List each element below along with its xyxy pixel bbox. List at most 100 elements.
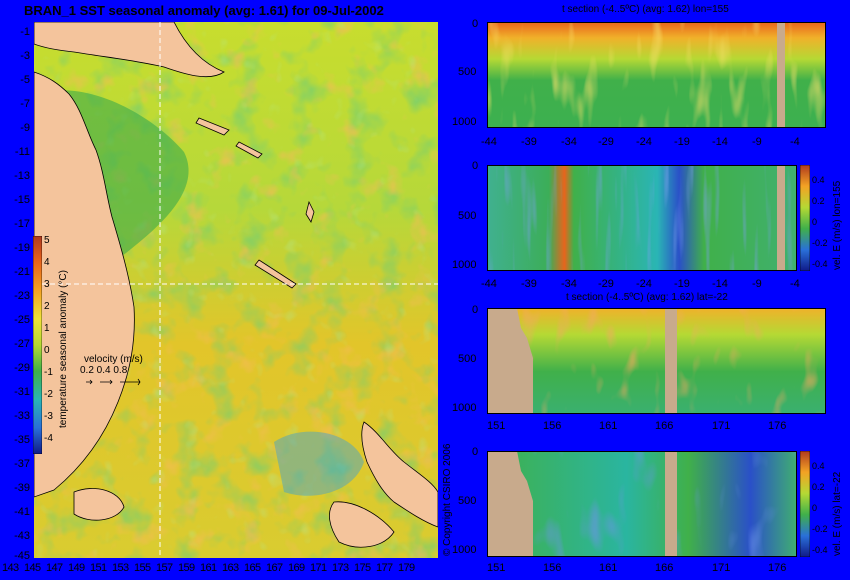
x-tick: -19 — [674, 136, 690, 148]
vel-tick: 0.4 — [812, 175, 825, 185]
x-axis: 151 156 161 166 171 176 — [487, 420, 826, 434]
colorbar-label: temperature seasonal anomaly (°C) — [58, 270, 69, 428]
lat-tick: -35 — [14, 434, 30, 446]
x-tick: 161 — [599, 562, 618, 574]
colorbar-tick: -2 — [44, 389, 53, 400]
lon-tick: 163 — [222, 562, 239, 574]
colorbar-tick: 3 — [44, 279, 50, 290]
velocity-colorbar-ticks: 0.4 0.2 0 -0.2 -0.4 — [812, 170, 828, 275]
velocity-colorbar — [800, 451, 810, 557]
lon-tick: 153 — [112, 562, 129, 574]
lat-tick: -9 — [20, 122, 30, 134]
x-tick: 176 — [768, 562, 787, 574]
lat-tick: -43 — [14, 530, 30, 542]
x-tick: 171 — [712, 420, 731, 432]
lat-tick: -27 — [14, 338, 30, 350]
lon-tick: 165 — [244, 562, 261, 574]
temperature-colorbar — [33, 236, 42, 454]
lon-tick: 167 — [266, 562, 283, 574]
x-tick: -24 — [636, 136, 652, 148]
x-tick: -39 — [521, 278, 537, 290]
lon-tick: 149 — [68, 562, 85, 574]
vel-tick: 0 — [812, 217, 818, 227]
lon-tick: 175 — [354, 562, 371, 574]
x-tick: -29 — [598, 136, 614, 148]
section-plot-u-lon[interactable] — [487, 165, 797, 271]
colorbar-tick: 4 — [44, 257, 50, 268]
lon-tick: 171 — [310, 562, 327, 574]
y-tick: 1000 — [452, 402, 477, 414]
lon-tick: 179 — [398, 562, 415, 574]
x-axis: -44 -39 -34 -29 -24 -19 -14 -9 -4 — [481, 136, 826, 150]
x-tick: -29 — [598, 278, 614, 290]
colorbar-tick: 5 — [44, 235, 50, 246]
x-tick: -9 — [752, 136, 762, 148]
velocity-side-label: vel. E (m/s) lon=155 — [832, 180, 843, 270]
panel-title: t section (-4..5ºC) (avg: 1.62) lon=155 — [562, 4, 729, 15]
map-title: BRAN_1 SST seasonal anomaly (avg: 1.61) … — [24, 3, 384, 18]
lon-tick: 151 — [90, 562, 107, 574]
x-tick: -4 — [790, 278, 800, 290]
lat-tick: -29 — [14, 362, 30, 374]
x-tick: 161 — [599, 420, 618, 432]
lat-tick: -19 — [14, 242, 30, 254]
y-tick: 0 — [472, 18, 479, 30]
velocity-arrows-icon — [86, 378, 141, 386]
lon-tick: 143 — [2, 562, 19, 574]
lon-tick: 155 — [134, 562, 151, 574]
lat-tick: -33 — [14, 410, 30, 422]
vel-tick: 0.4 — [812, 461, 825, 471]
vanuatu-land — [305, 200, 315, 223]
colorbar-tick: 1 — [44, 323, 50, 334]
section-plot-u-lat[interactable] — [487, 451, 797, 557]
new-zealand-land — [361, 421, 438, 528]
lat-tick: -41 — [14, 506, 30, 518]
y-tick: 500 — [458, 66, 477, 78]
lon-tick: 147 — [46, 562, 63, 574]
y-tick: 0 — [472, 304, 479, 316]
lon-tick: 177 — [376, 562, 393, 574]
lat-tick: -11 — [14, 146, 30, 158]
x-tick: -44 — [481, 136, 497, 148]
lat-tick: -5 — [20, 74, 30, 86]
lat-tick: -31 — [14, 386, 30, 398]
y-tick: 500 — [458, 210, 477, 222]
png-land — [34, 22, 225, 78]
lat-tick: -13 — [14, 170, 30, 182]
lat-tick: -1 — [20, 26, 30, 38]
lat-tick: -23 — [14, 290, 30, 302]
y-tick: 1000 — [452, 116, 477, 128]
vel-tick: -0.2 — [812, 238, 828, 248]
y-tick: 500 — [458, 495, 477, 507]
lat-tick: -3 — [20, 50, 30, 62]
x-tick: 171 — [712, 562, 731, 574]
sst-map[interactable] — [34, 22, 438, 558]
velocity-side-label: vel. E (m/s) lat=-22 — [832, 471, 843, 556]
x-tick: 166 — [655, 562, 674, 574]
x-tick: -24 — [636, 278, 652, 290]
x-tick: 151 — [487, 562, 506, 574]
colorbar-tick: -3 — [44, 411, 53, 422]
solomon-land — [195, 117, 263, 159]
x-axis: -44 -39 -34 -29 -24 -19 -14 -9 -4 — [481, 278, 826, 292]
x-tick: 151 — [487, 420, 506, 432]
colorbar-tick: -4 — [44, 433, 53, 444]
colorbar-tick: 0 — [44, 345, 50, 356]
colorbar-tick: -1 — [44, 367, 53, 378]
section-plot-t-lon[interactable] — [487, 22, 826, 128]
lat-tick: -17 — [14, 218, 30, 230]
x-axis: 151 156 161 166 171 176 — [487, 562, 826, 576]
lat-tick: -45 — [14, 550, 30, 562]
section-plot-t-lat[interactable] — [487, 308, 826, 414]
x-tick: -9 — [752, 278, 762, 290]
x-tick: -19 — [674, 278, 690, 290]
lon-axis: 143 145 147 149 151 153 155 157 159 161 … — [0, 562, 440, 578]
lat-tick: -7 — [20, 98, 30, 110]
x-tick: 156 — [543, 562, 562, 574]
panel-title: t section (-4..5ºC) (avg: 1.62) lat=-22 — [566, 292, 728, 303]
velocity-legend-scale: 0.2 0.4 0.8 — [80, 365, 128, 376]
x-tick: -39 — [521, 136, 537, 148]
lon-tick: 157 — [156, 562, 173, 574]
x-tick: 156 — [543, 420, 562, 432]
vel-tick: 0.2 — [812, 482, 825, 492]
